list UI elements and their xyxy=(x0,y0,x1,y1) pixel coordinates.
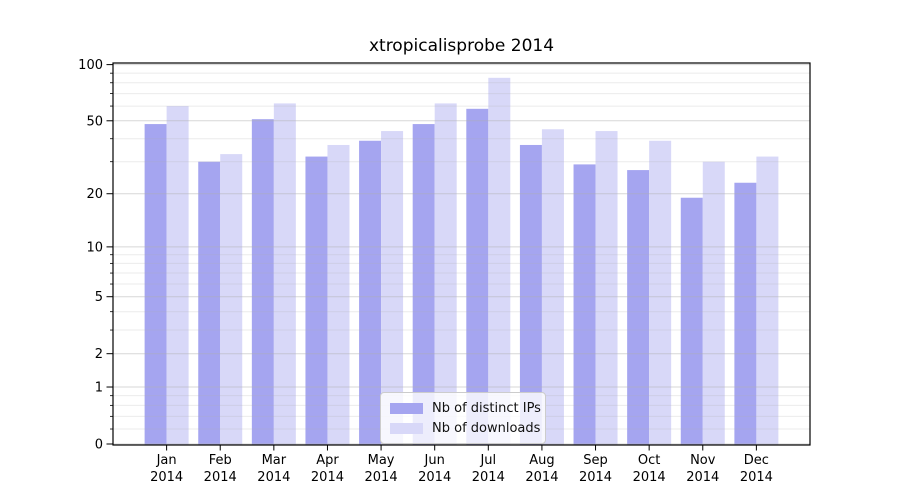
y-tick-label: 20 xyxy=(86,187,103,202)
x-tick-label-year: 2014 xyxy=(633,470,666,485)
bar-dec-distinct-ips xyxy=(734,182,757,445)
legend-label-distinct-ips: Nb of distinct IPs xyxy=(432,400,541,416)
legend-label-downloads: Nb of downloads xyxy=(432,420,541,436)
bar-sep-distinct-ips xyxy=(573,164,596,445)
chart-title: xtropicalisprobe 2014 xyxy=(368,36,555,56)
bar-mar-distinct-ips xyxy=(251,119,274,445)
x-tick-label-year: 2014 xyxy=(204,470,237,485)
x-tick-label-year: 2014 xyxy=(257,470,290,485)
x-tick-label-year: 2014 xyxy=(365,470,398,485)
bar-aug-downloads xyxy=(541,129,564,445)
x-tick-label-month: Jan xyxy=(156,453,177,468)
bar-may-downloads xyxy=(381,131,404,445)
bar-may-distinct-ips xyxy=(359,140,382,445)
bar-sep-downloads xyxy=(595,131,618,445)
y-tick-label: 2 xyxy=(95,347,103,362)
bar-feb-downloads xyxy=(220,154,243,445)
x-tick-label-month: Feb xyxy=(209,453,232,468)
x-tick-label-month: Oct xyxy=(638,453,660,468)
x-tick-label-year: 2014 xyxy=(740,470,773,485)
x-tick-label-month: Sep xyxy=(583,453,608,468)
bar-dec-downloads xyxy=(756,156,779,445)
x-tick-label-year: 2014 xyxy=(472,470,505,485)
x-tick-label-month: Mar xyxy=(262,453,287,468)
x-tick-label-month: Aug xyxy=(529,453,554,468)
y-tick-label: 1 xyxy=(95,381,103,396)
x-tick-label-month: Apr xyxy=(316,453,339,468)
bar-nov-distinct-ips xyxy=(680,197,703,445)
legend-swatch-distinct-ips xyxy=(390,402,423,414)
y-tick-label: 0 xyxy=(95,438,103,453)
y-tick-label: 5 xyxy=(95,290,103,305)
x-tick-label-year: 2014 xyxy=(418,470,451,485)
x-tick-label-month: Nov xyxy=(690,453,716,468)
y-tick-label: 50 xyxy=(86,114,103,129)
legend: Nb of distinct IPs Nb of downloads xyxy=(380,392,546,444)
x-tick-label-year: 2014 xyxy=(686,470,719,485)
bar-oct-distinct-ips xyxy=(627,170,650,445)
bar-jul-distinct-ips xyxy=(466,108,489,445)
legend-item-downloads: Nb of downloads xyxy=(390,418,541,438)
bar-oct-downloads xyxy=(649,140,672,445)
bar-aug-distinct-ips xyxy=(519,144,542,445)
bar-jan-distinct-ips xyxy=(144,124,167,445)
x-tick-label-year: 2014 xyxy=(579,470,612,485)
x-tick-label-month: Jun xyxy=(424,453,445,468)
x-tick-label-year: 2014 xyxy=(311,470,344,485)
x-tick-label-month: Dec xyxy=(744,453,769,468)
y-tick-label: 10 xyxy=(86,240,103,255)
bar-jun-distinct-ips xyxy=(412,124,435,445)
bar-apr-downloads xyxy=(327,144,350,445)
bar-jul-downloads xyxy=(488,77,511,445)
bar-mar-downloads xyxy=(273,103,296,445)
bar-jun-downloads xyxy=(434,103,457,445)
bar-apr-distinct-ips xyxy=(305,156,328,445)
x-tick-label-year: 2014 xyxy=(525,470,558,485)
bar-feb-distinct-ips xyxy=(198,161,221,445)
plot-border xyxy=(112,62,811,446)
legend-item-distinct-ips: Nb of distinct IPs xyxy=(390,398,541,418)
x-tick-label-year: 2014 xyxy=(150,470,183,485)
x-tick-label-month: May xyxy=(368,453,395,468)
legend-swatch-downloads xyxy=(390,422,423,434)
x-tick-label-month: Jul xyxy=(479,453,496,468)
bar-jan-downloads xyxy=(166,106,189,445)
y-tick-label: 100 xyxy=(78,58,103,73)
bar-nov-downloads xyxy=(702,161,725,445)
